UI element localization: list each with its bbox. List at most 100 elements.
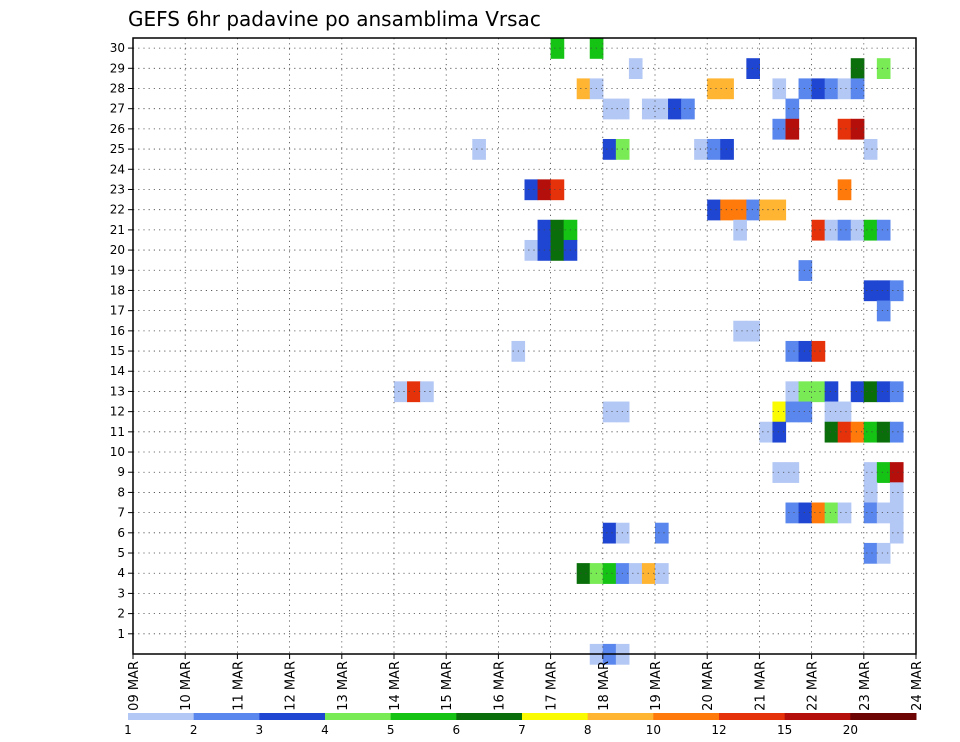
- heatmap-cell: [837, 78, 852, 100]
- heatmap-cell: [628, 563, 643, 584]
- heatmap-cell: [785, 502, 800, 524]
- x-tick-label: 10 MAR: [179, 661, 194, 711]
- y-tick-label: 10: [110, 445, 125, 459]
- colorbar-label: 6: [453, 723, 461, 737]
- heatmap-cell: [785, 340, 800, 362]
- colorbar-label: 2: [190, 723, 198, 737]
- heatmap-cell: [655, 98, 669, 120]
- heatmap-cell: [524, 179, 539, 201]
- heatmap-cell: [811, 381, 826, 403]
- y-tick-label: 17: [110, 304, 125, 318]
- heatmap-cell: [850, 421, 865, 443]
- colorbar-swatch: [193, 713, 260, 720]
- heatmap-cell: [863, 138, 878, 160]
- heatmap-cell: [733, 320, 747, 342]
- heatmap-cell: [576, 78, 591, 100]
- heatmap-cell: [811, 219, 826, 241]
- y-tick-label: 6: [117, 526, 125, 540]
- heatmap-cell: [850, 78, 865, 100]
- x-tick-label: 13 MAR: [336, 661, 351, 711]
- colorbar-swatch: [259, 713, 326, 720]
- heatmap-cell: [824, 78, 839, 100]
- heatmap-cell: [863, 421, 878, 443]
- heatmap-cell: [850, 219, 865, 241]
- y-tick-label: 13: [110, 384, 125, 398]
- x-tick-label: 20 MAR: [701, 661, 716, 711]
- heatmap-cell: [837, 502, 852, 524]
- heatmap-cell: [863, 482, 878, 504]
- heatmap-cell: [837, 219, 852, 241]
- heatmap-cell: [772, 421, 787, 443]
- heatmap-cell: [850, 58, 865, 79]
- heatmap-cell: [602, 563, 617, 584]
- x-tick-label: 22 MAR: [806, 661, 821, 711]
- colorbar: 1 2 3 4 5 6 7 8 10 12 15 20: [124, 713, 917, 737]
- colorbar-swatch: [587, 713, 654, 720]
- heatmap-cell: [785, 118, 800, 140]
- heatmap-cell: [889, 280, 904, 302]
- heatmap-cell: [733, 199, 747, 221]
- y-tick-label: 9: [117, 465, 125, 479]
- heatmap-cell: [655, 522, 669, 544]
- heatmap-cell: [863, 280, 878, 302]
- colorbar-label: 3: [256, 723, 264, 737]
- heatmap-cell: [798, 340, 813, 362]
- y-tick-label: 26: [110, 122, 125, 136]
- y-tick-label: 18: [110, 283, 125, 297]
- x-tick-label: 14 MAR: [388, 661, 403, 711]
- heatmap-cell: [876, 219, 891, 241]
- heatmap-cell: [655, 563, 669, 584]
- colorbar-swatch: [850, 713, 917, 720]
- heatmap-cell: [837, 179, 852, 201]
- y-tick-label: 29: [110, 61, 125, 75]
- colorbar-label: 5: [387, 723, 395, 737]
- y-tick-label: 21: [110, 223, 125, 237]
- heatmap-cell: [420, 381, 434, 403]
- heatmap-cell: [720, 138, 734, 160]
- heatmap-cell: [602, 401, 617, 423]
- heatmap-cell: [863, 542, 878, 564]
- heatmap-cell: [720, 199, 734, 221]
- colorbar-label: 7: [518, 723, 526, 737]
- grid-lines: [133, 38, 916, 654]
- heatmap-cell: [772, 401, 787, 423]
- heatmap-cell: [837, 421, 852, 443]
- y-tick-label: 4: [117, 566, 125, 580]
- y-tick-label: 20: [110, 243, 125, 257]
- heatmap-cell: [746, 320, 760, 342]
- heatmap-cell: [863, 502, 878, 524]
- y-tick-label: 12: [110, 405, 125, 419]
- x-tick-label: 24 MAR: [910, 661, 925, 711]
- heatmap-cell: [707, 199, 721, 221]
- plot-frame: [132, 37, 917, 655]
- x-tick-label: 15 MAR: [440, 661, 455, 711]
- heatmap-cell: [772, 199, 787, 221]
- y-tick-label: 8: [117, 485, 125, 499]
- x-axis: 09 MAR 10 MAR 11 MAR 12 MAR 13 MAR 14 MAR 15 M…: [127, 654, 925, 711]
- colorbar-swatch: [719, 713, 786, 720]
- heatmap-cell: [811, 502, 826, 524]
- heatmap-cell: [772, 118, 787, 140]
- y-tick-label: 25: [110, 142, 125, 156]
- colorbar-swatch: [653, 713, 720, 720]
- heatmap-cell: [472, 138, 486, 160]
- colorbar-swatch: [456, 713, 523, 720]
- heatmap-cell: [720, 78, 734, 100]
- y-tick-label: 22: [110, 203, 125, 217]
- y-tick-label: 5: [117, 546, 125, 560]
- heatmap-cell: [837, 401, 852, 423]
- colorbar-label: 10: [646, 723, 661, 737]
- heatmap-cell: [785, 381, 800, 403]
- heatmap-cell: [824, 401, 839, 423]
- y-tick-label: 7: [117, 506, 125, 520]
- colorbar-label: 1: [124, 723, 132, 737]
- heatmap-cell: [876, 300, 891, 322]
- y-tick-label: 30: [110, 41, 125, 55]
- colorbar-label: 12: [711, 723, 726, 737]
- heatmap-cell: [798, 260, 813, 281]
- heatmap-cell: [707, 78, 721, 100]
- heatmap-cell: [824, 381, 839, 403]
- heatmap-cell: [889, 421, 904, 443]
- heatmap-cell: [850, 381, 865, 403]
